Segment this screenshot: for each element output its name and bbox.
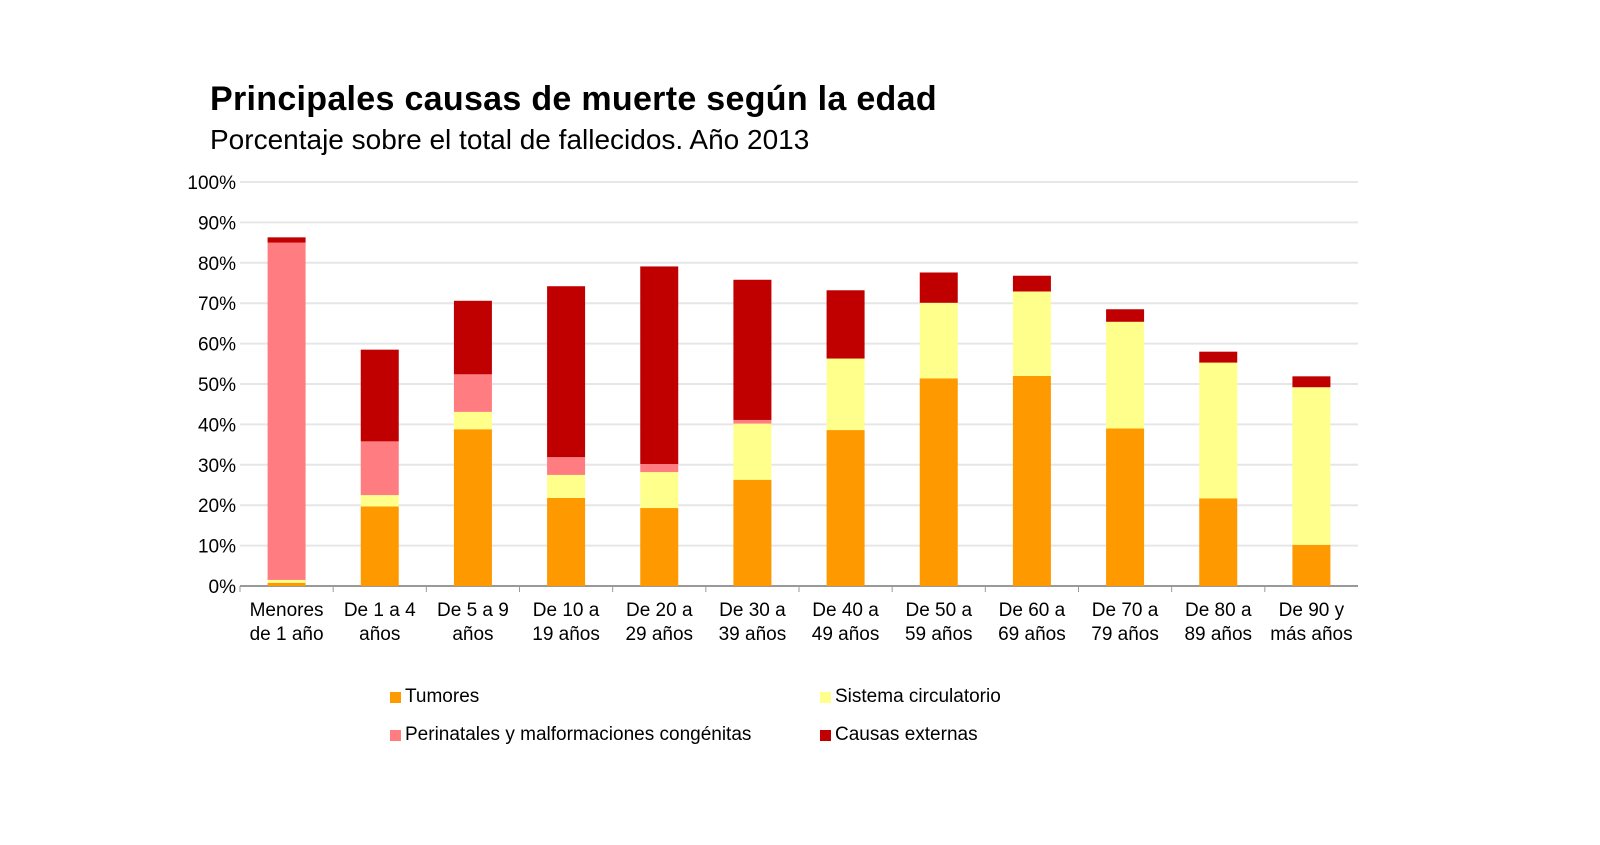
bar-segment bbox=[1106, 428, 1145, 586]
bar-segment bbox=[1199, 351, 1238, 363]
legend-item-tumores: Tumores bbox=[390, 686, 479, 708]
bar-segment bbox=[640, 508, 679, 586]
x-tick-label: 49 años bbox=[812, 624, 880, 645]
bar-segment bbox=[1199, 498, 1238, 586]
bar-segment bbox=[1292, 544, 1331, 586]
x-tick-label: De 30 a bbox=[719, 600, 786, 621]
legend-label: Causas externas bbox=[835, 724, 978, 745]
bar-segment bbox=[360, 349, 399, 442]
legend-label: Tumores bbox=[405, 686, 480, 707]
bar-segment bbox=[1292, 387, 1331, 545]
x-tick-label: de 1 año bbox=[250, 624, 324, 645]
y-tick-label: 20% bbox=[198, 496, 236, 517]
bar-segment bbox=[733, 423, 772, 480]
y-tick-label: 30% bbox=[198, 456, 236, 477]
bar-segment bbox=[267, 237, 306, 243]
x-tick-label: más años bbox=[1270, 624, 1352, 645]
bar-segment bbox=[547, 457, 586, 475]
bar-segment bbox=[360, 506, 399, 586]
legend-label: Sistema circulatorio bbox=[835, 686, 1001, 707]
bar-segment bbox=[1292, 376, 1331, 388]
bar-segment bbox=[453, 429, 492, 586]
chart-title: Principales causas de muerte según la ed… bbox=[210, 80, 937, 118]
legend-swatch bbox=[820, 691, 831, 703]
bar-segment bbox=[733, 279, 772, 420]
y-tick-label: 100% bbox=[187, 173, 236, 194]
y-tick-label: 80% bbox=[198, 254, 236, 275]
bar-segment bbox=[267, 242, 306, 580]
bar-segment bbox=[640, 266, 679, 464]
legend-item-perinatales: Perinatales y malformaciones congénitas bbox=[390, 724, 751, 746]
bar-segment bbox=[919, 378, 958, 586]
y-tick-label: 10% bbox=[198, 537, 236, 558]
bar-segment bbox=[733, 479, 772, 586]
bar-segment bbox=[1012, 291, 1051, 376]
y-tick-label: 90% bbox=[198, 213, 236, 234]
legend-item-circulatorio: Sistema circulatorio bbox=[820, 686, 1001, 708]
bar-segment bbox=[1012, 375, 1051, 586]
x-tick-label: 69 años bbox=[998, 624, 1066, 645]
bar-segment bbox=[547, 474, 586, 498]
bar-segment bbox=[640, 472, 679, 509]
x-tick-label: años bbox=[359, 624, 400, 645]
y-tick-label: 50% bbox=[198, 375, 236, 396]
x-tick-label: De 1 a 4 bbox=[344, 600, 416, 621]
bar-segment bbox=[826, 290, 865, 359]
legend-swatch bbox=[390, 729, 401, 741]
bar-segment bbox=[1106, 321, 1145, 429]
bar-segment bbox=[826, 358, 865, 431]
bar-segment bbox=[453, 300, 492, 375]
x-tick-label: De 40 a bbox=[812, 600, 879, 621]
x-tick-label: 19 años bbox=[532, 624, 600, 645]
bar-segment bbox=[267, 579, 306, 583]
x-tick-label: Menores bbox=[250, 600, 324, 621]
x-tick-label: De 50 a bbox=[905, 600, 972, 621]
y-tick-label: 60% bbox=[198, 335, 236, 356]
legend-item-externas: Causas externas bbox=[820, 724, 978, 746]
x-tick-label: De 60 a bbox=[999, 600, 1066, 621]
bar-segment bbox=[547, 286, 586, 458]
bar-segment bbox=[1106, 309, 1145, 322]
x-tick-label: años bbox=[452, 624, 493, 645]
x-tick-label: De 5 a 9 bbox=[437, 600, 509, 621]
bar-segment bbox=[1199, 362, 1238, 499]
bar-segment bbox=[547, 497, 586, 586]
bar-segment bbox=[919, 272, 958, 303]
y-tick-label: 70% bbox=[198, 294, 236, 315]
x-tick-label: De 80 a bbox=[1185, 600, 1252, 621]
x-tick-label: 89 años bbox=[1184, 624, 1252, 645]
x-tick-label: De 90 y bbox=[1279, 600, 1345, 621]
bar-segment bbox=[360, 495, 399, 507]
chart-subtitle: Porcentaje sobre el total de fallecidos.… bbox=[210, 124, 810, 155]
bar-segment bbox=[453, 411, 492, 430]
bar-segment bbox=[826, 430, 865, 586]
bar-segment bbox=[640, 463, 679, 473]
bar-segment bbox=[267, 582, 306, 586]
bar-segment bbox=[360, 441, 399, 496]
bar-segment bbox=[1012, 275, 1051, 292]
x-tick-label: De 70 a bbox=[1092, 600, 1159, 621]
legend-swatch bbox=[820, 729, 831, 741]
x-tick-label: 39 años bbox=[719, 624, 787, 645]
legend-label: Perinatales y malformaciones congénitas bbox=[405, 724, 752, 745]
y-tick-label: 40% bbox=[198, 415, 236, 436]
x-tick-label: 59 años bbox=[905, 624, 973, 645]
legend-swatch bbox=[390, 691, 401, 703]
x-tick-label: De 20 a bbox=[626, 600, 693, 621]
bar-segment bbox=[919, 302, 958, 379]
bar-segment bbox=[453, 374, 492, 412]
x-tick-label: De 10 a bbox=[533, 600, 600, 621]
x-tick-label: 29 años bbox=[625, 624, 693, 645]
bar-segment bbox=[733, 419, 772, 424]
y-tick-label: 0% bbox=[209, 577, 237, 598]
x-tick-label: 79 años bbox=[1091, 624, 1159, 645]
